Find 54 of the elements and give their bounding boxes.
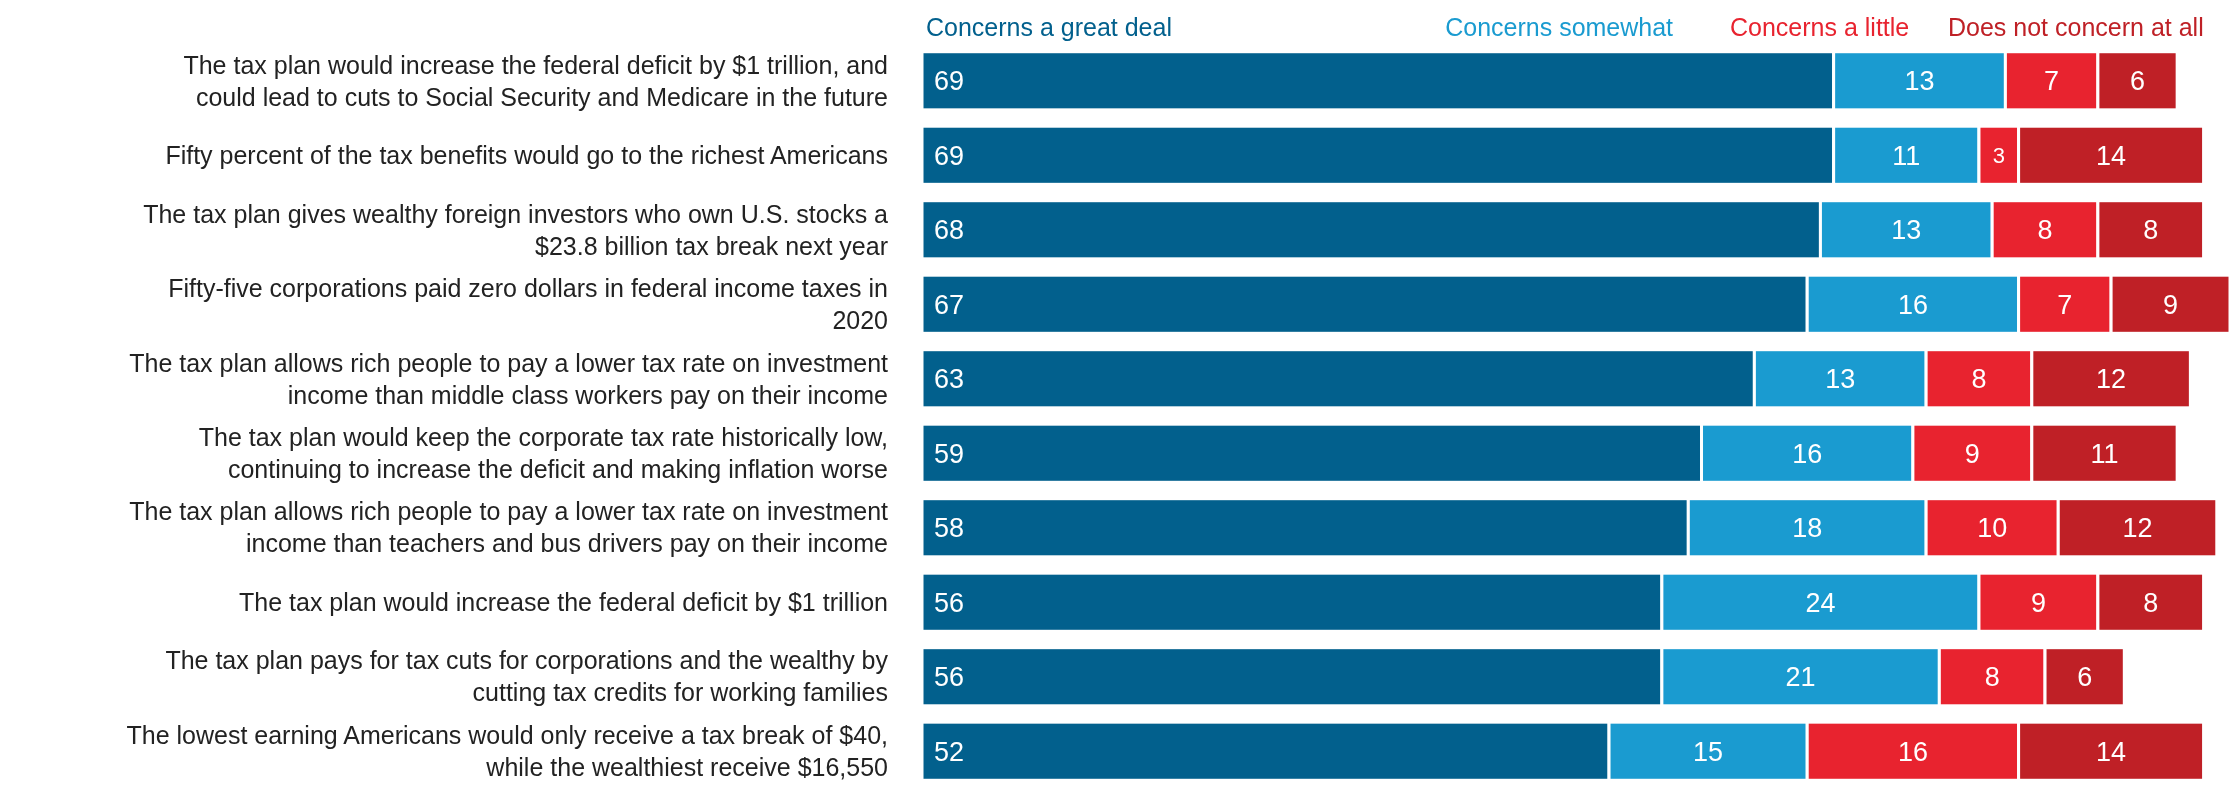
data-label: 8	[1984, 662, 2000, 693]
data-label: 13	[1904, 66, 1935, 97]
data-label: 8	[1971, 364, 1987, 395]
data-label: 69	[934, 140, 965, 171]
data-label: 68	[934, 215, 965, 246]
y-tick-label: The lowest earning Americans would only receive a tax break of $40, while the wealthiest receive $16,550	[126, 720, 888, 781]
y-tick-label: The tax plan would increase the federal deficit by $1 trillion	[239, 587, 888, 616]
data-label: 8	[2143, 587, 2159, 618]
y-tick-label: Fifty percent of the tax benefits would go to the richest Americans	[165, 141, 888, 170]
data-label: 11	[1892, 140, 1921, 171]
data-label: 14	[2096, 736, 2127, 767]
data-label: 6	[2077, 662, 2093, 693]
y-tick-label: The tax plan would increase the federal deficit by $1 trillion, and could lead to cuts to Social Security and Medicare in the future	[183, 50, 888, 111]
data-label: 56	[934, 662, 965, 693]
data-label: 3	[1992, 142, 2005, 168]
data-label: 6	[2130, 66, 2146, 97]
data-label: 58	[934, 513, 965, 544]
data-label: 15	[1693, 736, 1724, 767]
y-tick-label: The tax plan allows rich people to pay a lower tax rate on investment income than teachers and bus drivers pay on their income	[129, 497, 889, 558]
text: Concerns a little	[1730, 13, 1910, 41]
data-label: 11	[2090, 438, 2119, 469]
data-label: 18	[1792, 513, 1823, 544]
y-tick-label: The tax plan pays for tax cuts for corporations and the wealthy by cutting tax credits for working families	[165, 646, 889, 707]
data-label: 7	[2044, 66, 2060, 97]
data-label: 69	[934, 66, 965, 97]
y-tick-label: Fifty-five corporations paid zero dollars in federal income taxes in 2020	[168, 274, 888, 335]
data-label: 9	[2030, 587, 2046, 618]
data-label: 59	[934, 438, 965, 469]
data-label: 56	[934, 587, 965, 618]
series-label: Does not concern at all	[1948, 13, 2204, 41]
data-label: 9	[2163, 289, 2179, 320]
data-label: 16	[1897, 736, 1928, 767]
data-label: 21	[1785, 662, 1816, 693]
data-label: 12	[2096, 364, 2127, 395]
data-label: 8	[2037, 215, 2053, 246]
data-label: 63	[934, 364, 965, 395]
data-label: 13	[1825, 364, 1856, 395]
data-label: 12	[2122, 513, 2153, 544]
data-label: 16	[1792, 438, 1823, 469]
data-label: 14	[2096, 140, 2127, 171]
data-label: 52	[934, 736, 965, 767]
data-label: 67	[934, 289, 965, 320]
y-tick-label: The tax plan gives wealthy foreign investors who own U.S. stocks a $23.8 billion tax break next year	[143, 199, 889, 260]
data-label: 16	[1897, 289, 1928, 320]
data-label: 9	[1964, 438, 1980, 469]
data-label: 10	[1977, 513, 2008, 544]
text: Concerns somewhat	[1445, 13, 1674, 41]
data-label: 13	[1891, 215, 1922, 246]
y-tick-label: The tax plan allows rich people to pay a lower tax rate on investment income than middle class workers pay on their income	[129, 348, 889, 409]
data-label: 24	[1805, 587, 1836, 618]
data-label: 7	[2057, 289, 2073, 320]
y-tick-label: The tax plan would keep the corporate tax rate historically low, continuing to increase the deficit and making inflation worse	[198, 423, 888, 483]
data-label: 8	[2143, 215, 2159, 246]
series-label: Concerns a great deal	[926, 13, 1172, 41]
